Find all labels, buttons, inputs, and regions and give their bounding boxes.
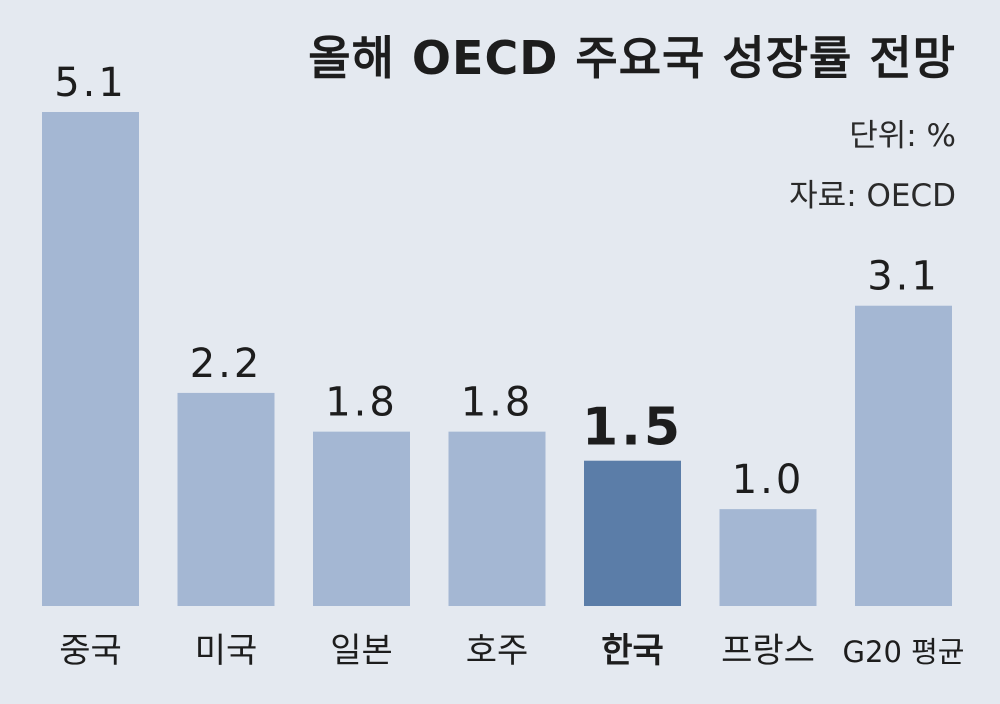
category-label-6: G20 평균 bbox=[843, 635, 965, 669]
category-label-4: 한국 bbox=[601, 631, 664, 671]
value-label-2: 1.8 bbox=[325, 380, 398, 426]
source-label: 자료: OECD bbox=[789, 178, 956, 214]
bar-3 bbox=[448, 431, 546, 606]
value-label-3: 1.8 bbox=[461, 380, 534, 426]
chart-title: 올해 OECD 주요국 성장률 전망 bbox=[308, 31, 956, 85]
category-label-2: 일본 bbox=[330, 631, 393, 671]
bar-2 bbox=[313, 431, 410, 606]
category-label-1: 미국 bbox=[195, 631, 258, 671]
bar-4 bbox=[584, 460, 681, 606]
value-label-5: 1.0 bbox=[732, 457, 805, 503]
unit-label: 단위: % bbox=[849, 118, 956, 154]
value-label-1: 2.2 bbox=[190, 341, 263, 387]
category-label-5: 프랑스 bbox=[721, 631, 815, 671]
bar-5 bbox=[719, 509, 817, 606]
value-label-0: 5.1 bbox=[54, 60, 127, 106]
bar-6 bbox=[855, 305, 952, 606]
bar-0 bbox=[42, 112, 139, 606]
value-label-4: 1.5 bbox=[582, 398, 683, 458]
bar-1 bbox=[177, 392, 275, 606]
category-label-3: 호주 bbox=[466, 631, 529, 671]
category-label-0: 중국 bbox=[59, 631, 122, 671]
value-label-6: 3.1 bbox=[867, 254, 940, 300]
